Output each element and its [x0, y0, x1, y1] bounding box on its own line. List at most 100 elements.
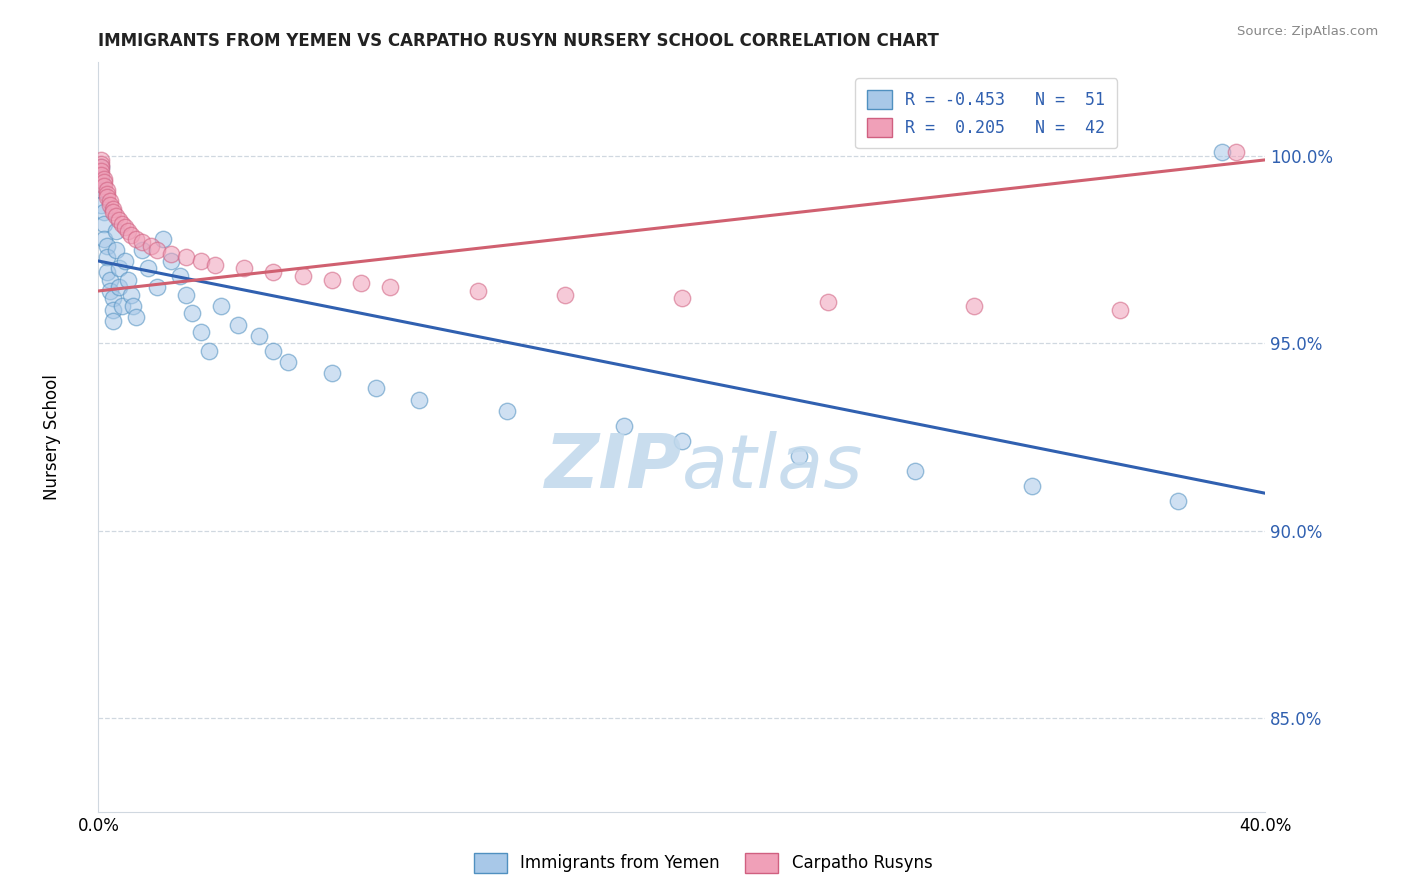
- Point: [122, 299, 145, 313]
- Point: [160, 254, 183, 268]
- Point: [125, 310, 148, 325]
- Point: [93, 205, 115, 219]
- Point: [90, 164, 112, 178]
- Point: [114, 254, 136, 268]
- Point: [96, 190, 118, 204]
- Point: [190, 325, 212, 339]
- Point: [108, 261, 131, 276]
- Point: [321, 367, 343, 381]
- Point: [101, 202, 124, 216]
- Point: [117, 224, 139, 238]
- Point: [90, 153, 112, 167]
- Point: [96, 183, 118, 197]
- Point: [93, 171, 115, 186]
- Point: [101, 302, 124, 317]
- Point: [104, 243, 127, 257]
- Point: [671, 434, 693, 448]
- Point: [262, 343, 284, 358]
- Legend: R = -0.453   N =  51, R =  0.205   N =  42: R = -0.453 N = 51, R = 0.205 N = 42: [855, 78, 1116, 148]
- Point: [96, 265, 118, 279]
- Point: [96, 250, 118, 264]
- Point: [496, 404, 519, 418]
- Point: [93, 217, 115, 231]
- Point: [104, 209, 127, 223]
- Point: [90, 156, 112, 170]
- Text: ZIP: ZIP: [544, 431, 682, 504]
- Point: [321, 273, 343, 287]
- Point: [98, 273, 121, 287]
- Text: atlas: atlas: [682, 431, 863, 503]
- Point: [1211, 145, 1233, 160]
- Point: [120, 227, 142, 242]
- Point: [101, 205, 124, 219]
- Point: [209, 299, 232, 313]
- Point: [139, 239, 162, 253]
- Point: [190, 254, 212, 268]
- Point: [93, 231, 115, 245]
- Legend: Immigrants from Yemen, Carpatho Rusyns: Immigrants from Yemen, Carpatho Rusyns: [467, 847, 939, 880]
- Point: [247, 329, 270, 343]
- Point: [1225, 145, 1247, 160]
- Point: [787, 449, 810, 463]
- Point: [671, 292, 693, 306]
- Point: [612, 418, 634, 433]
- Point: [180, 306, 202, 320]
- Point: [1167, 493, 1189, 508]
- Point: [291, 268, 314, 283]
- Point: [108, 280, 131, 294]
- Point: [146, 280, 169, 294]
- Point: [198, 343, 221, 358]
- Point: [111, 217, 134, 231]
- Point: [98, 194, 121, 208]
- Point: [125, 231, 148, 245]
- Point: [1108, 302, 1130, 317]
- Point: [174, 250, 197, 264]
- Point: [169, 268, 191, 283]
- Point: [117, 273, 139, 287]
- Point: [96, 186, 118, 201]
- Point: [350, 277, 373, 291]
- Point: [90, 183, 112, 197]
- Point: [111, 299, 134, 313]
- Point: [120, 287, 142, 301]
- Point: [233, 261, 256, 276]
- Point: [114, 220, 136, 235]
- Point: [101, 292, 124, 306]
- Point: [98, 198, 121, 212]
- Point: [962, 299, 984, 313]
- Point: [364, 381, 387, 395]
- Text: Source: ZipAtlas.com: Source: ZipAtlas.com: [1237, 25, 1378, 38]
- Point: [174, 287, 197, 301]
- Point: [104, 224, 127, 238]
- Text: IMMIGRANTS FROM YEMEN VS CARPATHO RUSYN NURSERY SCHOOL CORRELATION CHART: IMMIGRANTS FROM YEMEN VS CARPATHO RUSYN …: [98, 32, 939, 50]
- Point: [90, 168, 112, 182]
- Point: [408, 392, 430, 407]
- Point: [93, 179, 115, 194]
- Point: [90, 198, 112, 212]
- Point: [160, 246, 183, 260]
- Point: [817, 295, 839, 310]
- Text: Nursery School: Nursery School: [42, 374, 60, 500]
- Point: [101, 314, 124, 328]
- Point: [90, 171, 112, 186]
- Point: [90, 161, 112, 175]
- Point: [228, 318, 250, 332]
- Point: [108, 212, 131, 227]
- Point: [90, 161, 112, 175]
- Point: [136, 261, 159, 276]
- Point: [152, 231, 174, 245]
- Point: [146, 243, 169, 257]
- Point: [1021, 479, 1043, 493]
- Point: [204, 258, 226, 272]
- Point: [93, 175, 115, 189]
- Point: [131, 243, 153, 257]
- Point: [554, 287, 576, 301]
- Point: [96, 239, 118, 253]
- Point: [277, 355, 299, 369]
- Point: [467, 284, 489, 298]
- Point: [98, 284, 121, 298]
- Point: [380, 280, 402, 294]
- Point: [262, 265, 284, 279]
- Point: [131, 235, 153, 250]
- Point: [904, 464, 927, 478]
